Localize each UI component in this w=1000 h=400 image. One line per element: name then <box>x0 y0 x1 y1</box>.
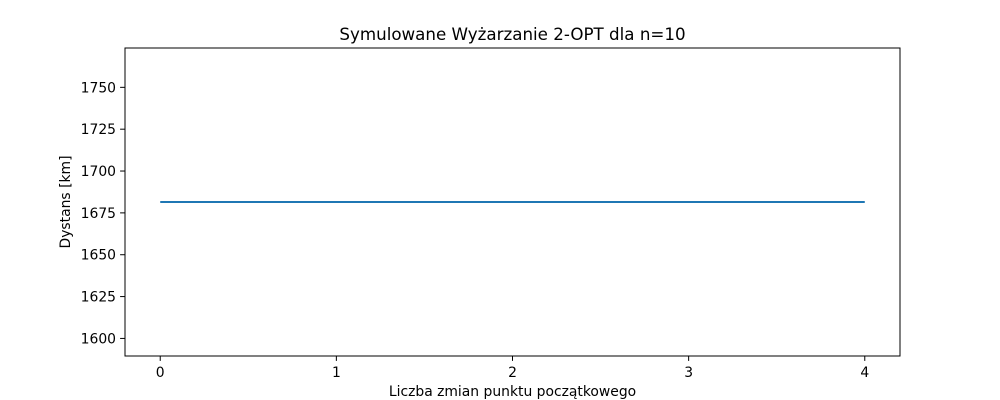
x-tick-label: 0 <box>156 365 165 381</box>
y-tick-label: 1650 <box>81 248 116 264</box>
y-tick-label: 1700 <box>81 164 116 180</box>
x-tick-label: 2 <box>508 365 517 381</box>
x-tick-label: 1 <box>332 365 341 381</box>
y-tick-label: 1675 <box>81 206 116 222</box>
axis-ticks: 0 1 2 3 4 1600 1625 1650 1675 1700 1725 1750 <box>81 80 870 381</box>
x-tick-label: 4 <box>860 365 869 381</box>
y-tick-label: 1625 <box>81 290 116 306</box>
x-tick-label: 3 <box>684 365 693 381</box>
chart-title: Symulowane Wyżarzanie 2-OPT dla n=10 <box>339 24 685 44</box>
y-tick-label: 1600 <box>81 331 116 347</box>
y-axis-label: Dystans [km] <box>58 156 74 249</box>
y-tick-label: 1725 <box>81 122 116 138</box>
y-tick-label: 1750 <box>81 80 116 96</box>
x-axis-label: Liczba zmian punktu początkowego <box>389 384 636 400</box>
